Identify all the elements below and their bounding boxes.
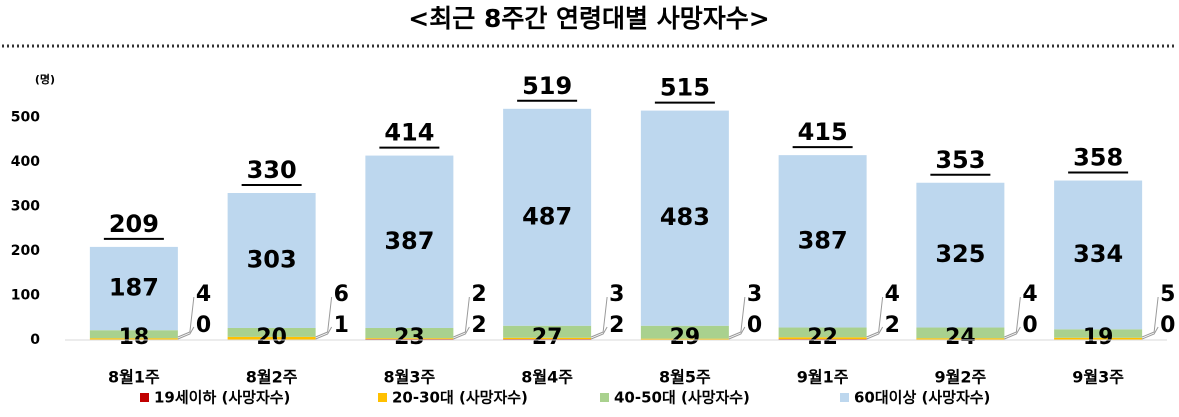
legend-label: 20-30대 (사망자수): [392, 389, 528, 407]
y-tick-label: 500: [11, 109, 40, 125]
total-label: 519: [522, 72, 572, 100]
value-label: 387: [384, 227, 434, 255]
x-tick-label: 8월3주: [384, 368, 436, 387]
chart-title: <최근 8주간 연령대별 사망자수>: [408, 4, 769, 33]
legend-label: 40-50대 (사망자수): [614, 389, 750, 407]
total-label: 415: [798, 118, 848, 146]
y-tick-label: 0: [30, 332, 40, 348]
value-label: 487: [522, 202, 572, 230]
value-label: 0: [196, 313, 211, 338]
y-tick-label: 300: [11, 198, 40, 214]
value-label: 5: [1160, 282, 1175, 307]
value-label: 19: [1083, 325, 1114, 350]
value-label: 387: [798, 226, 848, 254]
value-label: 3: [747, 282, 762, 307]
value-label: 20: [256, 325, 287, 350]
value-label: 187: [109, 274, 159, 302]
value-label: 4: [1022, 282, 1037, 307]
x-tick-label: 9월2주: [935, 368, 987, 387]
legend-swatch: [600, 393, 609, 402]
leader-line: [178, 327, 194, 339]
value-label: 2: [609, 313, 624, 338]
value-label: 0: [1022, 313, 1037, 338]
value-label: 334: [1073, 240, 1123, 268]
leader-line: [591, 327, 607, 339]
total-label: 330: [247, 156, 297, 184]
legend-swatch: [378, 393, 387, 402]
total-label: 515: [660, 74, 710, 102]
legend-label: 60대이상 (사망자수): [854, 389, 990, 407]
value-label: 2: [471, 282, 486, 307]
value-label: 1: [334, 313, 349, 338]
x-tick-label: 8월5주: [659, 368, 711, 387]
leader-line: [729, 327, 745, 339]
total-label: 414: [384, 119, 434, 147]
value-label: 0: [747, 313, 762, 338]
leader-line: [1142, 327, 1158, 339]
value-label: 483: [660, 203, 710, 231]
value-label: 22: [807, 325, 838, 350]
value-label: 2: [471, 313, 486, 338]
y-tick-label: 400: [11, 154, 40, 170]
value-label: 325: [935, 240, 985, 268]
value-label: 24: [945, 325, 976, 350]
y-tick-label: 200: [11, 243, 40, 259]
value-label: 6: [334, 282, 349, 307]
leader-line: [453, 327, 469, 339]
x-tick-label: 9월3주: [1072, 368, 1124, 387]
legend-swatch: [840, 393, 849, 402]
y-unit: (명): [35, 72, 55, 86]
value-label: 4: [885, 282, 900, 307]
total-label: 209: [109, 210, 159, 238]
y-tick-label: 100: [11, 287, 40, 303]
x-tick-label: 8월4주: [521, 368, 573, 387]
value-label: 23: [394, 325, 425, 350]
value-label: 2: [885, 313, 900, 338]
value-label: 27: [532, 325, 563, 350]
leader-line: [867, 327, 883, 339]
value-label: 18: [119, 325, 150, 350]
value-label: 4: [196, 282, 211, 307]
x-tick-label: 8월2주: [246, 368, 298, 387]
total-label: 353: [935, 146, 985, 174]
x-tick-label: 8월1주: [108, 368, 160, 387]
total-label: 358: [1073, 144, 1123, 172]
value-label: 29: [670, 325, 701, 350]
leader-line: [1004, 327, 1020, 339]
leader-line: [316, 327, 332, 339]
value-label: 303: [247, 245, 297, 273]
value-label: 3: [609, 282, 624, 307]
value-label: 0: [1160, 313, 1175, 338]
legend-swatch: [140, 393, 149, 402]
legend-label: 19세이하 (사망자수): [154, 389, 290, 407]
x-tick-label: 9월1주: [797, 368, 849, 387]
